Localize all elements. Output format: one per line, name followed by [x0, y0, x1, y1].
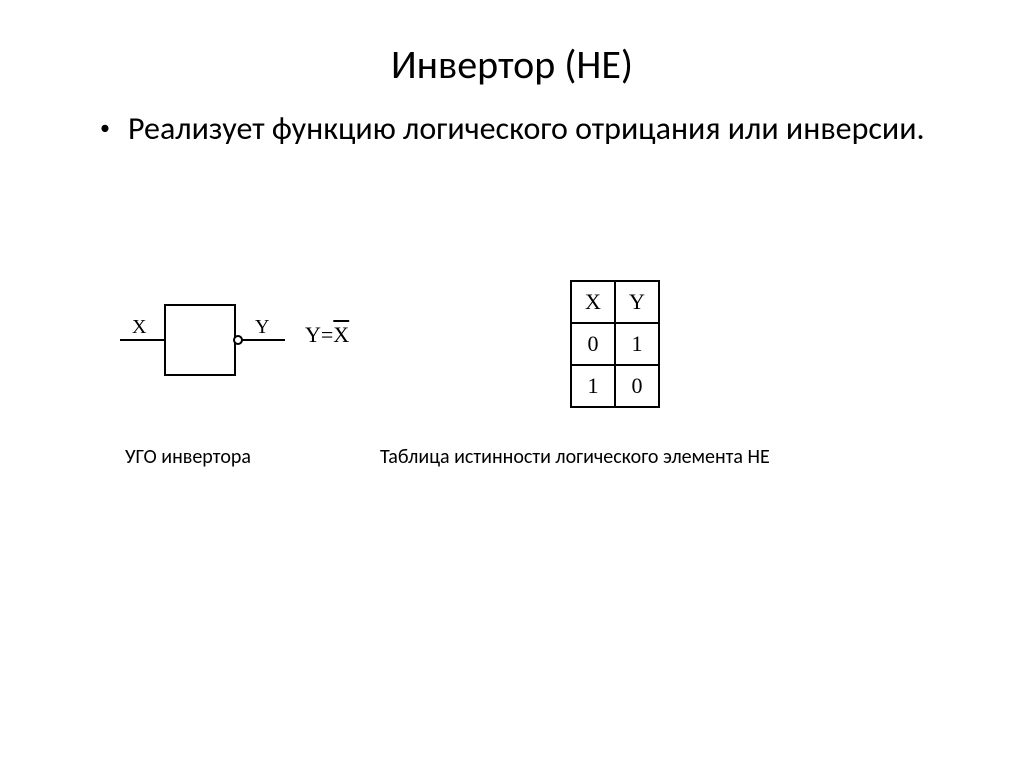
table-cell: Y [615, 281, 659, 323]
table-cell: 1 [615, 323, 659, 365]
equation: Y=X [305, 322, 349, 348]
slide: Инвертор (НЕ) • Реализует функцию логиче… [0, 0, 1024, 767]
table-caption: Таблица истинности логического элемента … [380, 445, 770, 469]
gate-box [165, 305, 235, 375]
table-cell: 0 [615, 365, 659, 407]
table-row: X Y [571, 281, 659, 323]
table-cell: X [571, 281, 615, 323]
truth-table: X Y 0 1 1 0 [570, 280, 660, 408]
equation-left: Y= [305, 322, 333, 347]
truth-table-block: X Y 0 1 1 0 Таблица истинности логическо… [570, 280, 970, 408]
bullet-text: Реализует функцию логического отрицания … [128, 109, 925, 149]
inversion-bubble [234, 336, 242, 344]
equation-right: X [333, 322, 349, 347]
table-row: 1 0 [571, 365, 659, 407]
bullet-marker: • [100, 109, 110, 147]
inverter-diagram: X Y Y=X УГО инвертора [110, 300, 410, 395]
table-cell: 0 [571, 323, 615, 365]
inverter-svg: X Y [110, 300, 310, 390]
input-label: X [132, 316, 147, 338]
bullet-item: • Реализует функцию логического отрицани… [100, 109, 964, 149]
table-row: 0 1 [571, 323, 659, 365]
table-cell: 1 [571, 365, 615, 407]
output-label: Y [255, 316, 269, 338]
diagram-caption: УГО инвертора [125, 445, 251, 469]
slide-title: Инвертор (НЕ) [60, 40, 964, 89]
